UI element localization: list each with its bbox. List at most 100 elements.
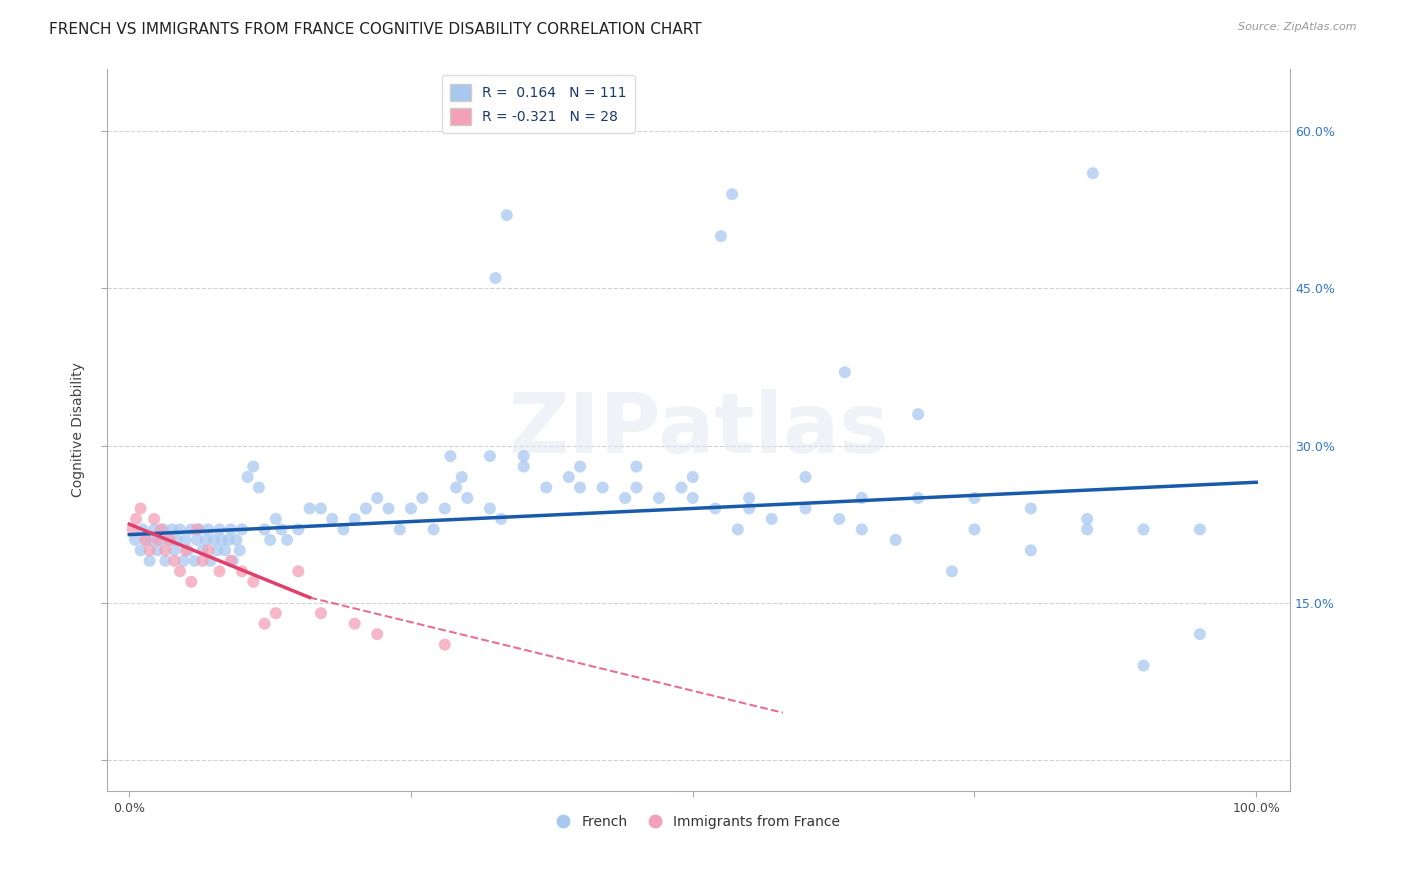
Point (343, 512, 366, 526)
Point (174, 543, 197, 558)
Point (399, 501, 422, 516)
Point (163, 543, 186, 558)
Point (229, 543, 252, 558)
Point (155, 554, 177, 568)
Point (884, 533, 907, 547)
Point (433, 638, 456, 652)
Point (682, 491, 704, 505)
Point (211, 533, 233, 547)
Point (794, 470, 817, 484)
Text: ZIPatlas: ZIPatlas (508, 390, 889, 470)
Point (1076, 512, 1098, 526)
Point (214, 543, 236, 558)
Point (682, 470, 704, 484)
Point (439, 449, 461, 463)
Point (1188, 627, 1211, 641)
Point (721, 187, 744, 202)
Legend: French, Immigrants from France: French, Immigrants from France (551, 810, 846, 835)
Point (834, 365, 856, 379)
Point (135, 533, 157, 547)
Text: FRENCH VS IMMIGRANTS FROM FRANCE COGNITIVE DISABILITY CORRELATION CHART: FRENCH VS IMMIGRANTS FROM FRANCE COGNITI… (49, 22, 702, 37)
Point (444, 481, 467, 495)
Point (671, 481, 693, 495)
Point (264, 512, 287, 526)
Point (152, 522, 174, 536)
Point (186, 533, 208, 547)
Point (851, 491, 873, 505)
Point (626, 481, 648, 495)
Point (183, 554, 205, 568)
Point (231, 564, 253, 578)
Point (174, 533, 197, 547)
Point (146, 543, 169, 558)
Point (614, 491, 637, 505)
Point (332, 522, 354, 536)
Point (1019, 501, 1042, 516)
Point (143, 522, 166, 536)
Point (208, 522, 231, 536)
Point (1132, 658, 1154, 673)
Point (626, 459, 648, 474)
Point (253, 616, 276, 631)
Point (489, 512, 512, 526)
Point (478, 501, 501, 516)
Point (191, 543, 214, 558)
Point (160, 522, 183, 536)
Point (321, 512, 343, 526)
Point (180, 522, 202, 536)
Point (1132, 522, 1154, 536)
Point (761, 512, 783, 526)
Point (738, 491, 761, 505)
Point (484, 271, 506, 285)
Point (149, 522, 172, 536)
Point (200, 554, 222, 568)
Point (1188, 522, 1211, 536)
Point (146, 533, 169, 547)
Point (963, 522, 986, 536)
Point (1019, 543, 1042, 558)
Point (710, 229, 733, 244)
Point (309, 606, 332, 620)
Point (512, 459, 534, 474)
Point (169, 522, 191, 536)
Point (259, 533, 281, 547)
Point (129, 543, 152, 558)
Text: Source: ZipAtlas.com: Source: ZipAtlas.com (1239, 22, 1357, 32)
Point (155, 543, 177, 558)
Point (166, 533, 188, 547)
Point (188, 522, 211, 536)
Point (478, 449, 501, 463)
Point (242, 574, 264, 589)
Point (512, 449, 534, 463)
Point (217, 533, 239, 547)
Point (828, 512, 851, 526)
Point (450, 470, 472, 484)
Point (456, 491, 478, 505)
Point (236, 470, 259, 484)
Point (309, 501, 332, 516)
Point (1081, 166, 1104, 180)
Point (287, 564, 309, 578)
Point (963, 491, 986, 505)
Point (159, 533, 181, 547)
Point (264, 606, 287, 620)
Point (592, 481, 614, 495)
Point (194, 533, 217, 547)
Point (172, 554, 194, 568)
Point (205, 543, 228, 558)
Point (125, 512, 148, 526)
Point (569, 481, 592, 495)
Point (191, 554, 214, 568)
Point (208, 564, 231, 578)
Point (247, 481, 270, 495)
Point (253, 522, 276, 536)
Point (132, 522, 155, 536)
Point (433, 501, 456, 516)
Point (219, 554, 242, 568)
Point (495, 208, 517, 222)
Point (138, 543, 160, 558)
Point (186, 522, 208, 536)
Point (536, 481, 558, 495)
Point (354, 501, 377, 516)
Point (422, 522, 444, 536)
